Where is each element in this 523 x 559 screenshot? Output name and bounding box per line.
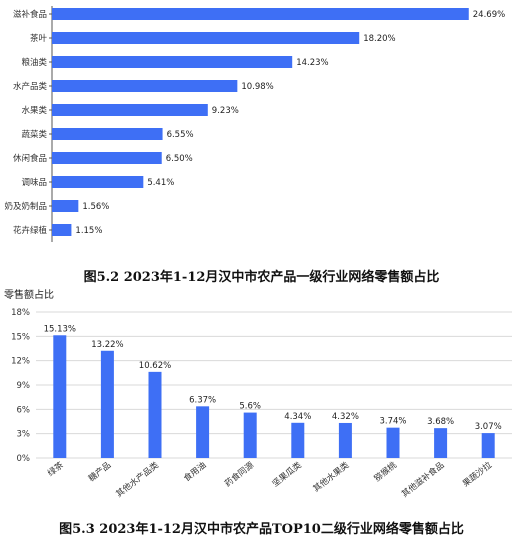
category-label: 水产品类 xyxy=(13,81,48,92)
data-label: 9.23% xyxy=(212,106,239,116)
category-label: 奶及奶制品 xyxy=(4,201,47,212)
category-label: 其他水产品类 xyxy=(114,459,161,499)
bar xyxy=(52,128,163,140)
category-label: 花卉绿植 xyxy=(13,225,48,236)
bar xyxy=(100,350,114,458)
category-label: 其他水果类 xyxy=(311,459,352,494)
bar xyxy=(53,335,67,458)
category-label: 水果类 xyxy=(21,105,47,116)
bar xyxy=(52,152,162,164)
bar xyxy=(386,427,400,458)
category-label: 粮油类 xyxy=(21,57,47,68)
data-label: 1.15% xyxy=(75,226,102,236)
bar xyxy=(52,32,360,44)
data-label: 4.32% xyxy=(332,412,359,422)
bar xyxy=(52,8,469,20)
y-tick-label: 15% xyxy=(11,332,30,342)
data-label: 5.41% xyxy=(147,178,174,188)
data-label: 6.37% xyxy=(189,395,216,405)
bar xyxy=(148,371,162,458)
chart2-caption: 图5.3 2023年1-12月汉中市农产品TOP10二级行业网络零售额占比 xyxy=(59,522,464,537)
category-label: 滋补食品 xyxy=(13,9,47,20)
data-label: 1.56% xyxy=(82,202,109,212)
y-tick-label: 9% xyxy=(17,381,31,391)
category-label: 食用油 xyxy=(182,460,209,484)
data-label: 18.20% xyxy=(363,34,395,44)
bar xyxy=(52,80,238,92)
category-label: 调味品 xyxy=(21,177,47,188)
data-label: 3.74% xyxy=(379,417,406,427)
y-axis-title: 零售额占比 xyxy=(4,288,54,301)
bar xyxy=(291,422,305,458)
data-label: 3.07% xyxy=(475,422,502,432)
horizontal-bar-chart: 滋补食品 24.69% 茶叶 18.20% 粮油类 14.23% 水产品类 10.98% 水果类… xyxy=(4,6,505,242)
data-label: 3.68% xyxy=(427,417,454,427)
category-label: 茶叶 xyxy=(30,33,48,44)
y-tick-label: 6% xyxy=(17,405,31,415)
bar xyxy=(52,200,79,212)
bar xyxy=(52,224,72,236)
data-label: 10.62% xyxy=(139,361,171,371)
data-label: 24.69% xyxy=(473,10,505,20)
bar xyxy=(243,412,257,458)
bar xyxy=(52,176,144,188)
data-label: 14.23% xyxy=(296,58,328,68)
data-label: 6.55% xyxy=(167,130,194,140)
bar xyxy=(481,433,495,458)
bar xyxy=(196,406,210,458)
data-label: 10.98% xyxy=(241,82,273,92)
bar xyxy=(52,56,293,68)
data-label: 6.50% xyxy=(166,154,193,164)
category-label: 糖产品 xyxy=(86,460,113,484)
data-label: 5.6% xyxy=(239,402,261,412)
data-label: 4.34% xyxy=(284,412,311,422)
chart1-caption: 图5.2 2023年1-12月汉中市农产品一级行业网络零售额占比 xyxy=(83,270,440,285)
category-label: 果蔬沙拉 xyxy=(460,459,494,489)
data-label: 15.13% xyxy=(44,324,76,334)
bar xyxy=(338,422,352,458)
category-label: 坚果瓜类 xyxy=(270,459,304,489)
y-tick-label: 18% xyxy=(11,308,30,318)
category-label: 药食同源 xyxy=(222,459,256,489)
data-label: 13.22% xyxy=(91,340,123,350)
bar xyxy=(434,428,448,458)
y-tick-label: 12% xyxy=(11,357,30,367)
category-label: 绿茶 xyxy=(45,459,66,478)
y-tick-label: 3% xyxy=(17,430,31,440)
category-label: 其他滋补食品 xyxy=(399,460,446,500)
category-label: 猕猴桃 xyxy=(372,459,399,484)
category-label: 休闲食品 xyxy=(13,153,47,164)
y-tick-label: 0% xyxy=(17,454,31,464)
bar xyxy=(52,104,208,116)
vertical-bar-chart: 零售额占比 0% 3% 6% 9% 12% 15% 18% 15.13% 绿茶 13.22% 糖产品 1… xyxy=(4,288,512,500)
category-label: 蔬菜类 xyxy=(21,129,47,140)
